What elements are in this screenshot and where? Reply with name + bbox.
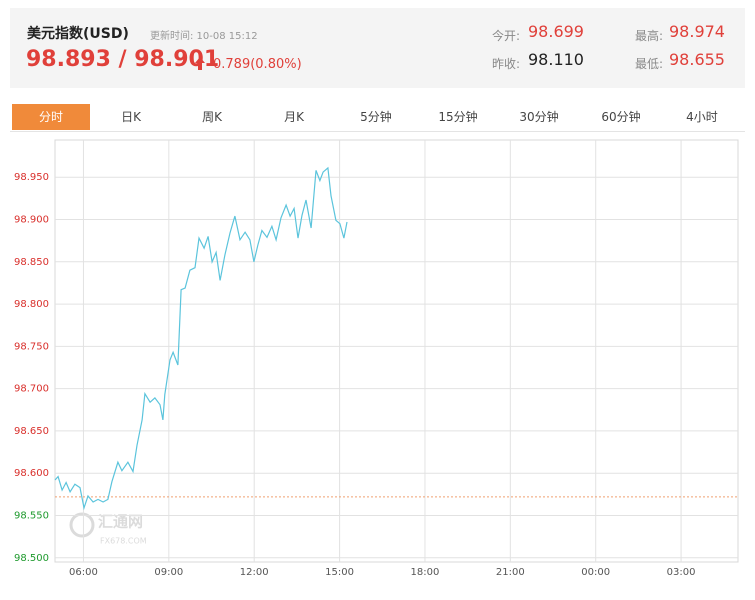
y-tick-label: 98.750 [14, 341, 49, 352]
y-tick-label: 98.950 [14, 172, 49, 183]
update-time: 更新时间: 10-08 15:12 [150, 31, 258, 42]
x-tick-label: 09:00 [154, 567, 183, 578]
watermark: 汇通网 FX678.COM [69, 512, 147, 546]
tab[interactable]: 15分钟 [438, 110, 478, 124]
title: 美元指数(USD) [27, 26, 129, 42]
up-arrow [195, 57, 205, 70]
tab[interactable]: 4小时 [686, 110, 718, 124]
stat-label: 昨收: [492, 57, 521, 71]
x-tick-label: 15:00 [325, 567, 354, 578]
watermark-site: FX678.COM [100, 537, 147, 546]
plot-frame [54, 139, 739, 563]
stat-value: 98.699 [528, 22, 584, 41]
tab-divider [10, 131, 745, 132]
stat-label: 最低: [635, 57, 664, 71]
x-tick-label: 12:00 [240, 567, 269, 578]
tab[interactable]: 60分钟 [601, 110, 641, 124]
tab[interactable]: 分时 [12, 104, 90, 130]
y-tick-label: 98.800 [14, 299, 49, 310]
tab[interactable]: 周K [202, 110, 222, 124]
y-tick-label: 98.500 [14, 553, 49, 564]
price: 98.893 / 98.901 [26, 47, 220, 72]
y-tick-label: 98.700 [14, 384, 49, 395]
change: 0.789(0.80%) [213, 57, 302, 72]
y-tick-label: 98.550 [14, 510, 49, 521]
tab[interactable]: 日K [121, 110, 141, 124]
x-tick-label: 00:00 [581, 567, 610, 578]
y-tick-label: 98.600 [14, 468, 49, 479]
stat-label: 今开: [492, 29, 521, 43]
stat-value: 98.655 [669, 50, 725, 69]
quote-header [10, 8, 745, 88]
stat-value: 98.110 [528, 50, 584, 69]
tab[interactable]: 月K [284, 110, 304, 124]
x-tick-label: 18:00 [411, 567, 440, 578]
tab[interactable]: 5分钟 [360, 110, 392, 124]
stat-value: 98.974 [669, 22, 725, 41]
x-tick-label: 06:00 [69, 567, 98, 578]
y-tick-label: 98.900 [14, 214, 49, 225]
watermark-name: 汇通网 [98, 513, 143, 531]
tab[interactable]: 30分钟 [519, 110, 559, 124]
x-tick-label: 21:00 [496, 567, 525, 578]
x-tick-label: 03:00 [667, 567, 696, 578]
watermark-logo [69, 512, 95, 538]
y-tick-label: 98.650 [14, 426, 49, 437]
stat-label: 最高: [635, 29, 664, 43]
y-tick-label: 98.850 [14, 257, 49, 268]
price-line [54, 166, 348, 511]
